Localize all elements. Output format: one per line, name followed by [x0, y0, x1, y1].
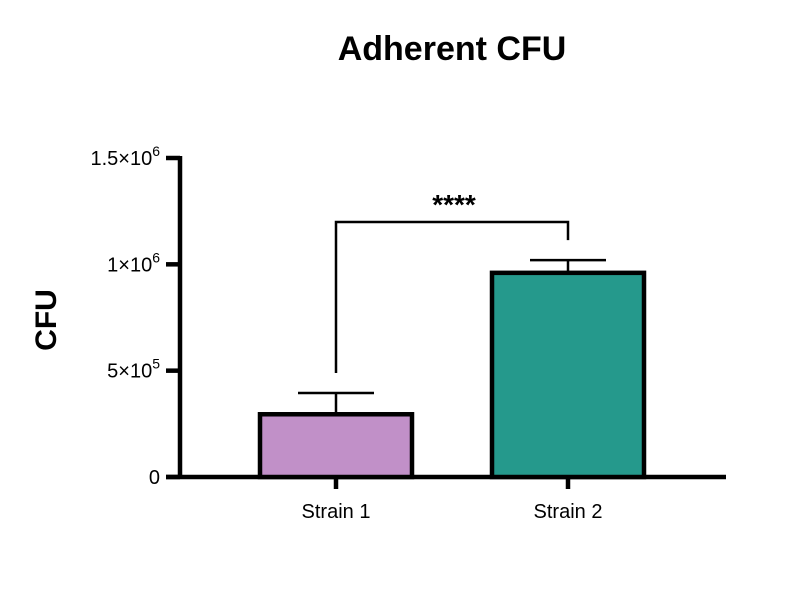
- y-tick-label: 5×105: [107, 356, 160, 383]
- chart-title: Adherent CFU: [338, 30, 567, 68]
- bar: [489, 270, 647, 480]
- x-axis: Strain 1 Strain 2: [166, 474, 726, 523]
- bar: [257, 412, 415, 480]
- x-tick-label: Strain 1: [302, 501, 371, 523]
- y-tick-label: 1.5×106: [90, 143, 160, 170]
- significance-bracket: ****: [334, 189, 570, 373]
- significance-line: [334, 220, 570, 373]
- y-tick-label: 1×106: [107, 249, 160, 276]
- x-tick-label: Strain 2: [534, 501, 603, 523]
- bars: [257, 258, 647, 480]
- significance-label: ****: [432, 189, 476, 220]
- y-axis: 0 5×105 1×106 1.5×106: [90, 143, 183, 489]
- y-axis-label: CFU: [30, 289, 63, 351]
- y-tick-label: 0: [149, 467, 160, 489]
